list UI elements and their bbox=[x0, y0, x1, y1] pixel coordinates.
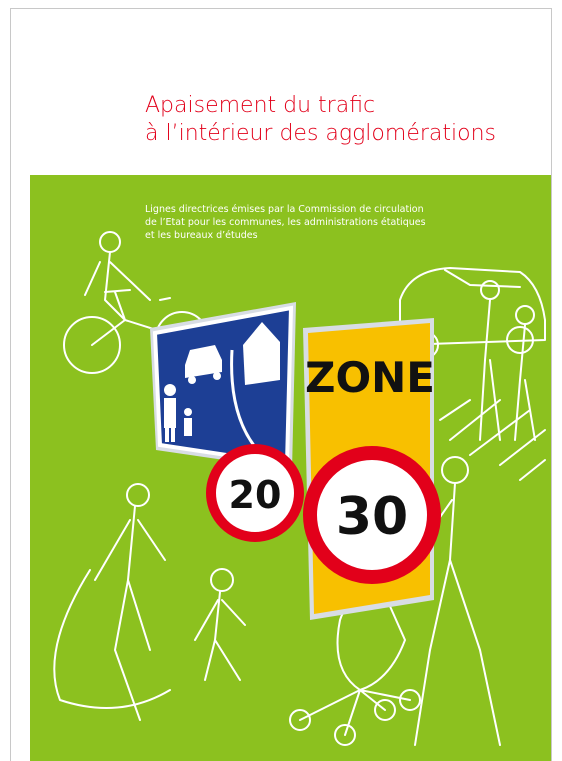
illustrations bbox=[53, 231, 546, 746]
zone-label: ZONE bbox=[305, 353, 435, 402]
title-line: Apaisement du trafic bbox=[145, 93, 375, 118]
limit-label: 20 bbox=[229, 473, 282, 517]
subtitle-line: de l’Etat pour les communes, les adminis… bbox=[145, 217, 426, 228]
title-line: à l’intérieur des agglomérations bbox=[145, 121, 496, 146]
subtitle-line: Lignes directrices émises par la Commiss… bbox=[145, 204, 424, 215]
subtitle: Lignes directrices émises par la Commiss… bbox=[145, 204, 426, 241]
limit-sign bbox=[303, 446, 441, 584]
blue-sign-icons bbox=[164, 322, 280, 442]
limit-label: 30 bbox=[336, 487, 408, 547]
blue-sign bbox=[152, 305, 294, 467]
subtitle-line: et les bureaux d’études bbox=[145, 230, 258, 241]
limit-sign bbox=[206, 444, 304, 542]
